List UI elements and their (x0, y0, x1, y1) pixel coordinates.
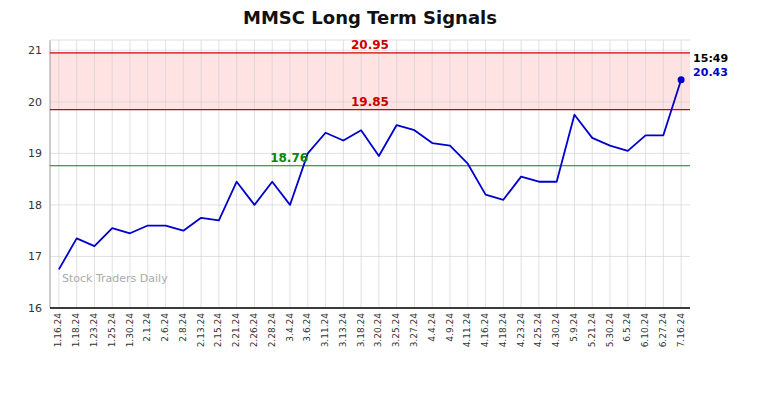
x-tick-label: 4.11.24 (462, 313, 472, 348)
grid-line (307, 40, 308, 308)
x-tick-label: 1.16.24 (53, 313, 63, 348)
grid-line (165, 40, 166, 308)
x-tick-label: 5.21.24 (587, 313, 597, 348)
plot-area (59, 76, 685, 269)
grid-line (343, 40, 344, 308)
title: MMSC Long Term Signals (243, 7, 497, 28)
grid-line (201, 40, 202, 308)
x-tick-label: 1.18.24 (71, 313, 81, 348)
x-tick-label: 2.15.24 (213, 313, 223, 348)
x-tick-label: 3.13.24 (338, 313, 348, 348)
x-tick-label: 3.18.24 (356, 313, 366, 348)
grid-line (556, 40, 557, 308)
grid-line (663, 40, 664, 308)
grid-line (50, 308, 690, 309)
grid-line (485, 40, 486, 308)
x-tick-label: 6.10.24 (640, 313, 650, 348)
grid-line (361, 40, 362, 308)
x-tick-label: 4.23.24 (516, 313, 526, 348)
y-axis-line (50, 40, 51, 308)
x-tick-label: 6.5.24 (622, 313, 632, 342)
grid-line (378, 40, 379, 308)
x-tick-label: 2.1.24 (142, 313, 152, 342)
x-axis-line (50, 307, 690, 309)
grid-line (272, 40, 273, 308)
x-tick-label: 1.30.24 (125, 313, 135, 348)
grid-line (50, 256, 690, 257)
y-tick-label: 20 (28, 96, 42, 109)
signal-band (50, 53, 690, 110)
grid-line (325, 40, 326, 308)
x-tick-label: 2.6.24 (160, 313, 170, 342)
grid-line (50, 204, 690, 205)
last-time: 15:49 (693, 52, 728, 65)
x-tick-label: 2.8.24 (178, 313, 188, 342)
y-tick-label: 17 (28, 250, 42, 263)
x-tick-label: 3.20.24 (373, 313, 383, 348)
reference-line (50, 52, 690, 53)
grid-line (467, 40, 468, 308)
x-tick-label: 5.9.24 (569, 313, 579, 342)
last-value: 20.43 (693, 66, 728, 79)
last-point (678, 76, 685, 83)
x-tick-label: 5.30.24 (605, 313, 615, 348)
reference-line (50, 165, 690, 166)
x-tick-label: 2.13.24 (196, 313, 206, 348)
grid-line (147, 40, 148, 308)
reference-label: 19.85 (351, 95, 389, 109)
grid-line (130, 40, 131, 308)
price-line (59, 80, 681, 270)
grid-line (503, 40, 504, 308)
x-tick-label: 6.27.24 (658, 313, 668, 348)
y-tick-label: 16 (28, 302, 42, 315)
x-tick-label: 4.9.24 (445, 313, 455, 342)
x-tick-label: 3.4.24 (285, 313, 295, 342)
grid-line (76, 40, 77, 308)
x-tick-label: 1.23.24 (89, 313, 99, 348)
grid-line (414, 40, 415, 308)
x-tick-label: 3.27.24 (409, 313, 419, 348)
grid-line (450, 40, 451, 308)
x-tick-label: 4.16.24 (480, 313, 490, 348)
grid-line (50, 153, 690, 154)
y-tick-label: 19 (28, 147, 42, 160)
x-tick-label: 4.18.24 (498, 313, 508, 348)
grid-line (183, 40, 184, 308)
reference-line (50, 109, 690, 110)
grid-line (592, 40, 593, 308)
x-tick-label: 3.6.24 (302, 313, 312, 342)
reference-label: 20.95 (351, 38, 389, 52)
grid-line (290, 40, 291, 308)
grid-line (645, 40, 646, 308)
grid-line (627, 40, 628, 308)
grid-line (521, 40, 522, 308)
grid-line (432, 40, 433, 308)
grid-line (610, 40, 611, 308)
x-tick-label: 7.16.24 (676, 313, 686, 348)
x-tick-label: 3.11.24 (320, 313, 330, 348)
grid-line (218, 40, 219, 308)
grid-line (396, 40, 397, 308)
x-tick-label: 1.25.24 (107, 313, 117, 348)
grid-line (94, 40, 95, 308)
x-tick-label: 4.4.24 (427, 313, 437, 342)
grid-line (254, 40, 255, 308)
x-tick-label: 4.25.24 (533, 313, 543, 348)
chart: 16 17 18 19 20 21 20.95 19.85 18.76 1.16.24 1.18.2… (0, 0, 784, 398)
grid-line (538, 40, 539, 308)
x-tick-label: 2.21.24 (231, 313, 241, 348)
x-tick-label: 3.25.24 (391, 313, 401, 348)
x-tick-label: 4.30.24 (551, 313, 561, 348)
x-tick-label: 2.28.24 (267, 313, 277, 348)
reference-label: 18.76 (270, 151, 308, 165)
x-tick-label: 2.26.24 (249, 313, 259, 348)
grid-line (112, 40, 113, 308)
watermark: Stock Traders Daily (62, 272, 168, 285)
y-tick-label: 18 (28, 199, 42, 212)
grid-line (574, 40, 575, 308)
grid-line (236, 40, 237, 308)
y-tick-label: 21 (28, 44, 42, 57)
